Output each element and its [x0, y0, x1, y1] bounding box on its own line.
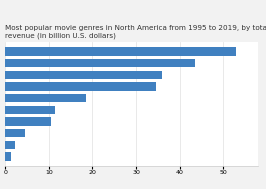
Bar — [5, 82, 156, 91]
Bar — [5, 152, 11, 161]
Bar — [5, 117, 51, 126]
Bar — [5, 70, 162, 79]
Text: Most popular movie genres in North America from 1995 to 2019, by total box offic: Most popular movie genres in North Ameri… — [5, 25, 266, 39]
Bar — [5, 129, 25, 137]
Bar — [5, 47, 236, 56]
Bar — [5, 59, 195, 67]
Bar — [5, 106, 55, 114]
Bar — [5, 141, 15, 149]
Bar — [5, 94, 86, 102]
